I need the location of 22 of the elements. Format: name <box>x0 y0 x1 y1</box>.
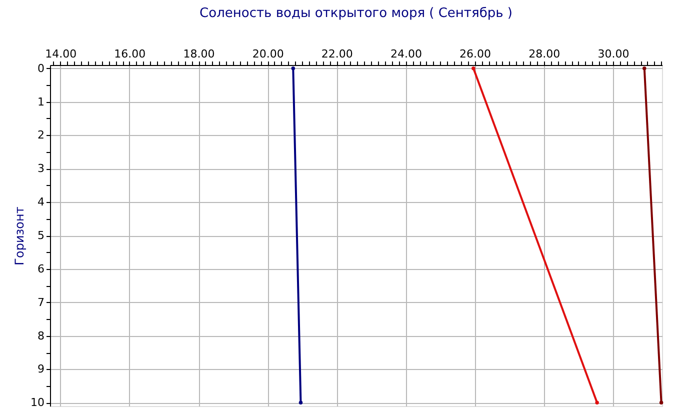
y-tick-label: 2 <box>38 128 44 142</box>
y-tick-label: 1 <box>38 95 44 108</box>
x-tick-label: 20.00 <box>252 48 284 60</box>
x-tick-label: 26.00 <box>460 48 492 60</box>
y-tick-label: 8 <box>38 329 44 342</box>
y-axis-title: Горизонт <box>12 206 27 266</box>
y-tick-label: 5 <box>38 229 44 242</box>
y-tick-label: 9 <box>38 362 44 376</box>
chart-title: Соленость воды открытого моря ( Сентябрь ) <box>200 6 512 21</box>
x-tick-label: 18.00 <box>183 48 215 60</box>
x-tick-label: 28.00 <box>528 48 560 60</box>
x-tick-label: 30.00 <box>598 48 630 60</box>
x-tick-label: 14.00 <box>45 48 77 60</box>
y-tick-label: 0 <box>38 62 44 75</box>
y-tick-label: 4 <box>38 196 44 209</box>
y-tick-label: 10 <box>30 396 44 410</box>
x-tick-label: 16.00 <box>114 48 146 60</box>
y-tick-label: 3 <box>38 162 44 176</box>
y-tick-label: 7 <box>38 296 44 309</box>
y-tick-label: 6 <box>38 262 44 276</box>
x-tick-label: 22.00 <box>321 48 353 60</box>
x-tick-label: 24.00 <box>390 48 422 60</box>
